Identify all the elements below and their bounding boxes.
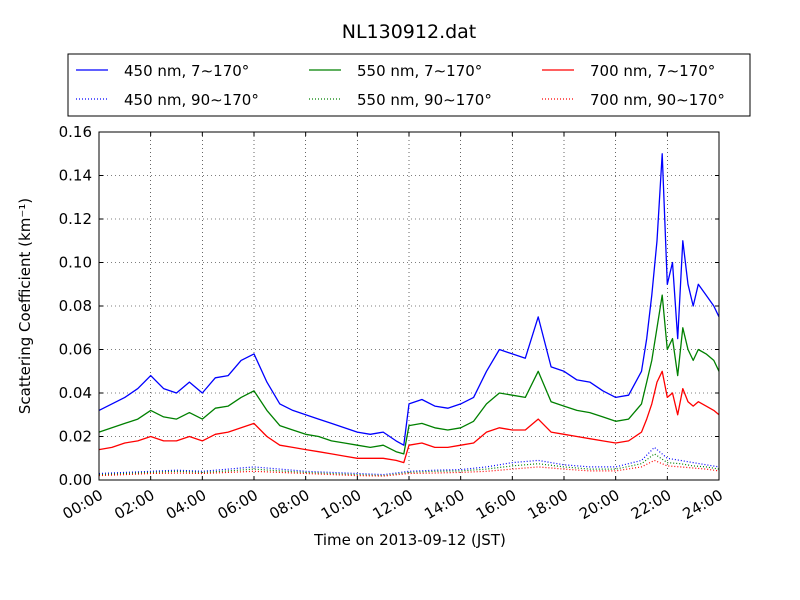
y-tick-label: 0.10: [59, 254, 92, 272]
x-tick-label: 18:00: [525, 486, 571, 523]
x-tick-label: 24:00: [680, 486, 726, 523]
series-line-1: [98, 294, 720, 455]
legend-label-2: 700 nm, 7∼170°: [590, 62, 715, 80]
series-line-2: [98, 370, 720, 464]
x-tick-labels: 00:00 02:00 04:00 06:00 08:00 10:00 12:00 14:00…: [60, 486, 726, 523]
legend-box: [67, 53, 751, 117]
y-tick-label: 0.06: [59, 341, 92, 359]
y-tick-label: 0.16: [59, 123, 92, 141]
x-tick-label: 20:00: [576, 486, 622, 523]
legend-label-0: 450 nm, 7∼170°: [124, 62, 249, 80]
x-tick-label: 14:00: [421, 486, 467, 523]
y-tick-label: 0.12: [59, 210, 92, 228]
y-tick-label: 0.00: [59, 471, 92, 489]
x-tick-label: 12:00: [370, 486, 416, 523]
legend-label-4: 550 nm, 90∼170°: [357, 91, 492, 109]
x-tick-label: 04:00: [163, 486, 209, 523]
series-line-0: [98, 153, 720, 446]
x-tick-label: 02:00: [111, 486, 157, 523]
x-tick-label: 00:00: [60, 486, 106, 523]
y-tick-labels: 0.00 0.02 0.04 0.06 0.08 0.10 0.12 0.14 0.16: [59, 123, 92, 489]
x-tick-label: 22:00: [628, 486, 674, 523]
legend-label-3: 450 nm, 90∼170°: [124, 91, 259, 109]
grid: [99, 132, 719, 480]
x-tick-label: 06:00: [215, 486, 261, 523]
x-tick-label: 08:00: [266, 486, 312, 523]
legend: 450 nm, 7∼170° 550 nm, 7∼170° 700 nm, 7∼17…: [67, 53, 751, 117]
y-tick-label: 0.08: [59, 297, 92, 315]
legend-label-5: 700 nm, 90∼170°: [590, 91, 725, 109]
y-tick-label: 0.02: [59, 428, 92, 446]
x-tick-label: 16:00: [473, 486, 519, 523]
plot-area: [98, 131, 720, 481]
y-tick-label: 0.04: [59, 384, 92, 402]
x-axis-label: Time on 2013-09-12 (JST): [313, 531, 506, 549]
chart-title: NL130912.dat: [342, 21, 477, 43]
x-tick-label: 10:00: [318, 486, 364, 523]
ticks: [98, 131, 720, 481]
y-tick-label: 0.14: [59, 167, 92, 185]
y-axis-label: Scattering Coefficient (km⁻¹): [16, 198, 34, 414]
series-lines: [98, 153, 720, 477]
legend-label-1: 550 nm, 7∼170°: [357, 62, 482, 80]
series-line-5: [98, 459, 720, 477]
